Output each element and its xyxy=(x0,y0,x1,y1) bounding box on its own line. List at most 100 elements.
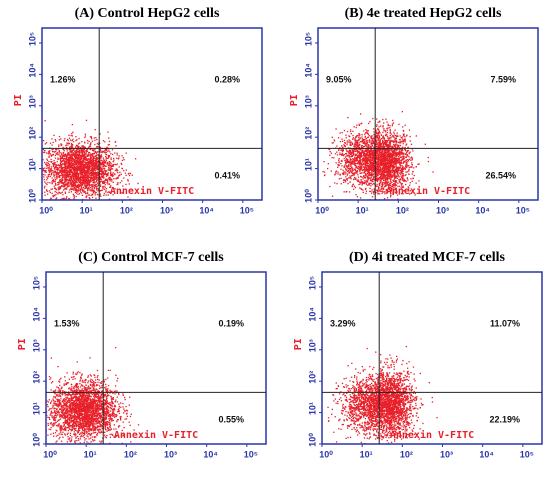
event-dot xyxy=(95,169,97,171)
event-dot xyxy=(385,174,387,176)
event-dot xyxy=(373,189,376,191)
event-dot xyxy=(342,148,344,151)
event-dot xyxy=(108,137,110,139)
event-dot xyxy=(99,182,101,184)
event-dot xyxy=(82,150,84,152)
event-dot xyxy=(386,176,389,178)
event-dot xyxy=(81,173,83,176)
event-dot xyxy=(96,165,98,167)
event-dot xyxy=(117,182,119,184)
event-dot xyxy=(45,182,47,184)
event-dot xyxy=(383,159,385,161)
event-dot xyxy=(80,162,82,164)
event-dot xyxy=(119,171,121,173)
event-dot xyxy=(364,170,366,172)
event-dot xyxy=(63,197,65,199)
event-dot xyxy=(44,161,46,164)
event-dot xyxy=(77,189,79,191)
event-dot xyxy=(376,177,378,179)
event-dot xyxy=(383,191,386,193)
event-dot xyxy=(369,149,371,152)
event-dot xyxy=(107,191,109,194)
event-dot xyxy=(363,157,365,159)
event-dot xyxy=(359,149,361,151)
event-dot xyxy=(71,186,74,188)
event-dot xyxy=(377,189,379,191)
event-dot xyxy=(366,174,368,176)
event-dot xyxy=(82,161,84,163)
event-dot xyxy=(96,188,98,190)
event-dot xyxy=(110,167,112,170)
event-dot xyxy=(73,186,75,188)
event-dot xyxy=(75,177,77,180)
event-dot xyxy=(100,173,102,175)
event-dot xyxy=(94,143,96,146)
event-dot xyxy=(108,140,111,142)
event-dot xyxy=(377,160,379,163)
event-dot xyxy=(67,158,69,160)
event-dot xyxy=(108,161,110,163)
event-dot xyxy=(73,153,75,155)
event-dot xyxy=(370,162,372,165)
event-dot xyxy=(392,159,394,161)
event-dot xyxy=(56,177,58,180)
event-dot xyxy=(391,171,393,174)
event-dot xyxy=(119,182,121,184)
event-dot xyxy=(78,152,81,154)
event-dot xyxy=(68,162,70,164)
event-dot xyxy=(88,162,91,164)
event-dot xyxy=(82,163,84,165)
event-dot xyxy=(49,191,51,194)
event-dot xyxy=(100,170,102,173)
event-dot xyxy=(111,168,114,170)
event-dot xyxy=(96,143,98,145)
event-dot xyxy=(63,158,65,160)
event-dot xyxy=(80,164,82,167)
event-dot xyxy=(376,178,379,180)
event-dot xyxy=(71,150,73,152)
event-dot xyxy=(349,181,351,183)
event-dot xyxy=(90,172,92,175)
event-dot xyxy=(64,188,66,190)
event-dot xyxy=(63,156,65,158)
event-dot xyxy=(89,145,91,147)
y-tick-label: 10¹ xyxy=(27,158,37,171)
event-dot xyxy=(63,158,66,160)
event-dot xyxy=(394,184,397,186)
event-dot xyxy=(74,168,77,170)
event-dot xyxy=(68,178,71,181)
event-dot xyxy=(387,177,389,180)
event-dot xyxy=(40,187,41,188)
event-dot xyxy=(388,141,391,143)
event-dot xyxy=(46,164,48,166)
event-dot xyxy=(48,168,50,170)
event-dot xyxy=(79,152,81,154)
event-dot xyxy=(64,178,67,181)
event-dot xyxy=(350,141,352,143)
event-dot xyxy=(58,153,60,155)
event-dot xyxy=(432,171,434,173)
event-dot xyxy=(107,150,109,152)
event-dot xyxy=(377,128,379,130)
event-dot xyxy=(85,162,87,164)
x-tick-label: 10⁰ xyxy=(39,205,53,215)
event-dot xyxy=(83,176,85,178)
event-dot xyxy=(376,174,379,176)
event-dot xyxy=(353,172,355,174)
event-dot xyxy=(371,155,374,157)
event-dot xyxy=(104,150,106,152)
event-dot xyxy=(358,151,361,153)
event-dot xyxy=(28,157,29,158)
event-dot xyxy=(81,160,83,162)
event-dot xyxy=(384,151,386,154)
event-dot xyxy=(84,173,86,175)
event-dot xyxy=(100,180,102,182)
event-dot xyxy=(352,183,354,186)
event-dot xyxy=(88,194,90,196)
event-dot xyxy=(375,131,377,133)
event-dot xyxy=(56,177,58,179)
event-dot xyxy=(63,173,66,175)
event-dot xyxy=(47,193,49,195)
event-dot xyxy=(64,191,66,193)
event-dot xyxy=(349,171,351,173)
